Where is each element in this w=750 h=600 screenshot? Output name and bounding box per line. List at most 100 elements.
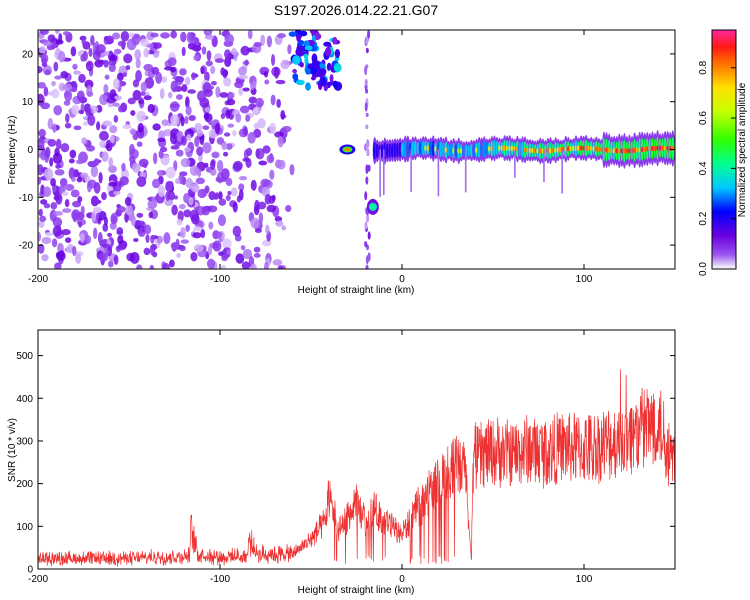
- heatmap-cell: [135, 220, 145, 226]
- heatmap-cell: [75, 253, 82, 264]
- heatmap-cell: [319, 76, 327, 87]
- heatmap-cell: [208, 221, 214, 230]
- heatmap-cell: [285, 204, 292, 213]
- heatmap-cell: [233, 160, 243, 171]
- heatmap-cell: [292, 73, 299, 80]
- heatmap-cell: [190, 183, 200, 193]
- heatmap-cell: [54, 39, 64, 45]
- heatmap-cell: [221, 254, 228, 262]
- heatmap-cell: [104, 50, 110, 56]
- heatmap-cell: [232, 225, 242, 237]
- heatmap-cell: [252, 107, 259, 115]
- heatmap-cell: [55, 163, 61, 169]
- heatmap-cell: [70, 46, 77, 57]
- heatmap-cell: [93, 227, 98, 240]
- heatmap-cell: [200, 66, 205, 75]
- heatmap-cell: [332, 80, 339, 88]
- heatmap-cell: [62, 208, 72, 213]
- heatmap-cell: [51, 81, 56, 87]
- heatmap-cell: [366, 149, 370, 156]
- heatmap-cell: [235, 113, 242, 123]
- heatmap-cell: [170, 241, 180, 250]
- heatmap-cell: [75, 159, 84, 165]
- heatmap-cell: [240, 45, 250, 56]
- heatmap-cell: [53, 210, 64, 216]
- heatmap-cell: [212, 240, 222, 252]
- heatmap-cell: [107, 260, 114, 268]
- heatmap-cell: [271, 194, 276, 201]
- heatmap-cell: [214, 123, 220, 135]
- heatmap-cell: [257, 118, 266, 129]
- heatmap-cell: [175, 178, 181, 185]
- heatmap-cell: [133, 238, 139, 243]
- heatmap-cell: [240, 245, 246, 251]
- heatmap-cell: [200, 228, 206, 239]
- heatmap-cell: [68, 158, 75, 164]
- heatmap-cell: [365, 124, 369, 130]
- heatmap-cell: [183, 209, 192, 218]
- heatmap-cell: [216, 159, 224, 172]
- heatmap-cell: [218, 237, 223, 243]
- heatmap-cell: [261, 239, 272, 247]
- heatmap-cell: [280, 59, 290, 70]
- heatmap-cell: [108, 157, 114, 168]
- heatmap-cell: [79, 232, 85, 243]
- heatmap-cell: [140, 81, 147, 93]
- heatmap-cell: [101, 151, 109, 162]
- heatmap-cell: [50, 202, 58, 210]
- heatmap-cell: [275, 79, 286, 85]
- heatmap-cell: [207, 245, 213, 256]
- heatmap-cell: [119, 176, 129, 186]
- heatmap-cell: [108, 181, 118, 187]
- heatmap-cell: [117, 105, 126, 113]
- heatmap-cell: [269, 169, 275, 180]
- heatmap-cell: [365, 176, 369, 185]
- heatmap-cell: [99, 140, 107, 149]
- heatmap-cell: [215, 86, 221, 98]
- colorbar-tick-label: 0.2: [698, 211, 709, 225]
- heatmap-cell: [561, 149, 563, 194]
- heatmap-cell: [176, 94, 183, 100]
- y-tick-label: 400: [16, 394, 33, 405]
- snr-y-axis-label: SNR (10 * v/v): [7, 418, 18, 482]
- heatmap-cell: [364, 221, 368, 230]
- heatmap-cell: [206, 50, 212, 61]
- heatmap-cell: [366, 139, 370, 148]
- heatmap-cell: [105, 35, 114, 45]
- heatmap-cell: [98, 171, 103, 184]
- heatmap-cell: [264, 261, 269, 269]
- heatmap-cell: [292, 55, 301, 65]
- heatmap-cell: [40, 199, 48, 205]
- heatmap-cell: [173, 195, 179, 200]
- heatmap-y-axis-label: Frequency (Hz): [7, 116, 18, 185]
- heatmap-cell: [81, 137, 88, 145]
- heatmap-cell: [262, 145, 271, 154]
- heatmap-cell: [181, 46, 186, 57]
- heatmap-cell: [214, 231, 223, 239]
- colorbar-gradient: [711, 29, 737, 270]
- heatmap-cell: [38, 138, 45, 151]
- heatmap-cell: [217, 191, 223, 200]
- heatmap-cell: [132, 162, 141, 173]
- heatmap-cell: [117, 40, 127, 47]
- heatmap-cell: [334, 48, 341, 59]
- heatmap-cell: [105, 139, 113, 152]
- heatmap-cell: [176, 252, 181, 258]
- heatmap-cell: [158, 150, 164, 159]
- heatmap-cell: [242, 87, 250, 92]
- heatmap-cell: [109, 54, 118, 62]
- heatmap-cell: [78, 109, 84, 115]
- heatmap-cell: [289, 164, 295, 176]
- heatmap-cell: [165, 191, 170, 201]
- heatmap-cell: [238, 86, 244, 96]
- heatmap-cell: [90, 35, 95, 46]
- heatmap-cell: [223, 132, 231, 137]
- heatmap-cell: [277, 33, 286, 39]
- heatmap-cell: [192, 232, 202, 239]
- heatmap-cell: [184, 76, 191, 86]
- heatmap-cell: [186, 134, 192, 142]
- heatmap-cell: [140, 38, 150, 47]
- heatmap-cell: [365, 64, 369, 69]
- heatmap-cell: [134, 49, 142, 60]
- heatmap-cell: [136, 176, 147, 188]
